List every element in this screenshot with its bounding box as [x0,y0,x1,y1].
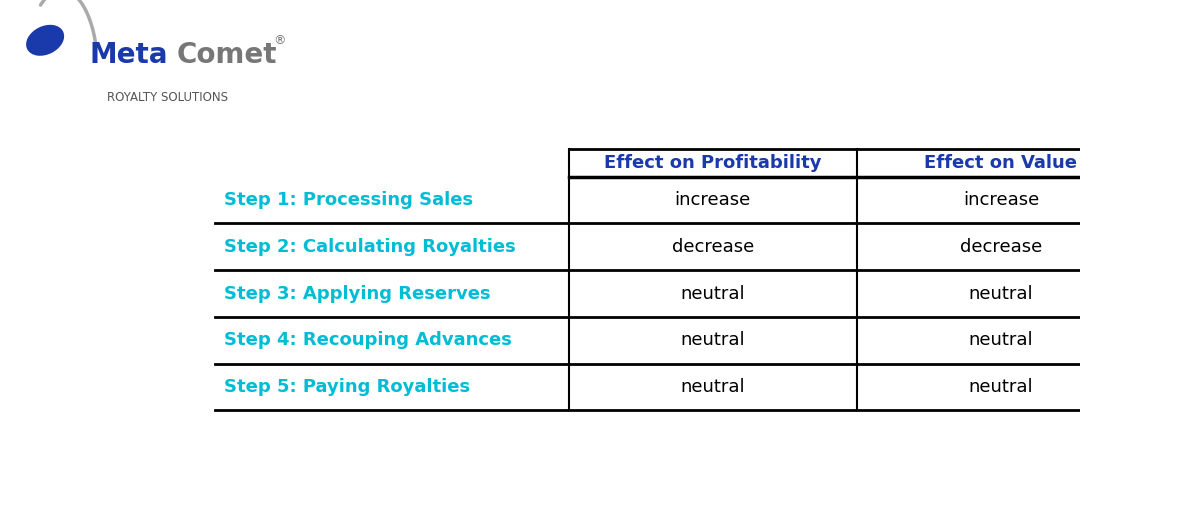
Text: Step 3: Applying Reserves: Step 3: Applying Reserves [224,285,491,303]
Text: Comet: Comet [176,41,277,69]
Text: neutral: neutral [968,378,1033,396]
Text: Effect on Profitability: Effect on Profitability [604,154,821,172]
Text: neutral: neutral [680,285,745,303]
Text: ®: ® [272,34,286,47]
Text: Meta: Meta [89,41,168,69]
Text: ROYALTY SOLUTIONS: ROYALTY SOLUTIONS [107,91,228,104]
Text: decrease: decrease [672,238,754,256]
Text: Step 2: Calculating Royalties: Step 2: Calculating Royalties [224,238,516,256]
Text: Effect on Value: Effect on Value [924,154,1078,172]
Text: Step 1: Processing Sales: Step 1: Processing Sales [224,191,474,209]
Text: Step 5: Paying Royalties: Step 5: Paying Royalties [224,378,470,396]
Ellipse shape [26,25,64,56]
Text: neutral: neutral [680,331,745,349]
Text: neutral: neutral [680,378,745,396]
Text: increase: increase [674,191,751,209]
Text: decrease: decrease [960,238,1042,256]
Text: neutral: neutral [968,331,1033,349]
Text: neutral: neutral [968,285,1033,303]
Text: increase: increase [962,191,1039,209]
Text: Step 4: Recouping Advances: Step 4: Recouping Advances [224,331,512,349]
